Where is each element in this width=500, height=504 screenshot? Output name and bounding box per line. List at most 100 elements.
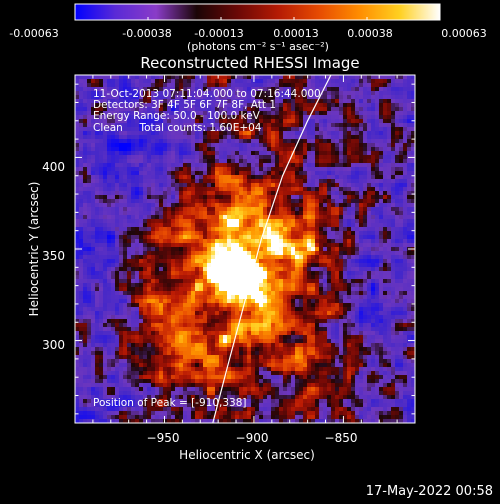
heatmap-cell — [259, 247, 264, 252]
heatmap-cell — [283, 139, 288, 144]
heatmap-cell — [227, 135, 232, 140]
heatmap-cell — [159, 247, 164, 252]
heatmap-cell — [131, 203, 136, 208]
heatmap-cell — [403, 239, 408, 244]
heatmap-cell — [335, 227, 340, 232]
heatmap-cell — [391, 95, 396, 100]
heatmap-cell — [87, 183, 92, 188]
heatmap-cell — [79, 143, 84, 148]
heatmap-cell — [343, 123, 348, 128]
heatmap-cell — [335, 283, 340, 288]
heatmap-cell — [79, 131, 84, 136]
heatmap-cell — [143, 143, 148, 148]
heatmap-cell — [119, 303, 124, 308]
heatmap-cell — [355, 119, 360, 124]
heatmap-cell — [179, 263, 184, 268]
heatmap-cell — [387, 243, 392, 248]
heatmap-cell — [227, 155, 232, 160]
heatmap-cell — [331, 171, 336, 176]
heatmap-cell — [259, 203, 264, 208]
heatmap-cell — [363, 163, 368, 168]
heatmap-cell — [315, 291, 320, 296]
heatmap-cell — [155, 287, 160, 292]
heatmap-cell — [407, 207, 412, 212]
heatmap-cell — [119, 271, 124, 276]
heatmap-cell — [307, 139, 312, 144]
heatmap-cell — [151, 291, 156, 296]
heatmap-cell — [171, 243, 176, 248]
heatmap-cell — [251, 175, 256, 180]
heatmap-cell — [355, 79, 360, 84]
heatmap-cell — [103, 75, 108, 80]
heatmap-cell — [303, 203, 308, 208]
heatmap-cell — [395, 119, 400, 124]
heatmap-cell — [107, 207, 112, 212]
heatmap-cell — [127, 291, 132, 296]
heatmap-cell — [303, 131, 308, 136]
heatmap-cell — [399, 179, 404, 184]
heatmap-cell — [403, 219, 408, 224]
heatmap-cell — [387, 135, 392, 140]
heatmap-cell — [227, 211, 232, 216]
heatmap-cell — [211, 299, 216, 304]
heatmap-cell — [83, 143, 88, 148]
heatmap-cell — [351, 115, 356, 120]
heatmap-cell — [291, 219, 296, 224]
heatmap-cell — [351, 219, 356, 224]
heatmap-cell — [139, 183, 144, 188]
heatmap-cell — [387, 283, 392, 288]
heatmap-cell — [327, 155, 332, 160]
heatmap-cell — [207, 139, 212, 144]
heatmap-cell — [195, 155, 200, 160]
heatmap-cell — [179, 259, 184, 264]
heatmap-cell — [395, 95, 400, 100]
heatmap-cell — [211, 175, 216, 180]
heatmap-cell — [147, 171, 152, 176]
heatmap-cell — [291, 135, 296, 140]
heatmap-cell — [215, 231, 220, 236]
heatmap-cell — [359, 291, 364, 296]
heatmap-cell — [319, 107, 324, 112]
heatmap-cell — [163, 231, 168, 236]
heatmap-cell — [283, 231, 288, 236]
heatmap-cell — [303, 187, 308, 192]
heatmap-cell — [91, 135, 96, 140]
heatmap-cell — [123, 147, 128, 152]
heatmap-cell — [87, 91, 92, 96]
heatmap-cell — [163, 307, 168, 312]
heatmap-cell — [327, 299, 332, 304]
heatmap-cell — [319, 179, 324, 184]
heatmap-cell — [199, 239, 204, 244]
heatmap-cell — [395, 139, 400, 144]
heatmap-cell — [375, 259, 380, 264]
heatmap-cell — [259, 191, 264, 196]
heatmap-cell — [383, 231, 388, 236]
heatmap-cell — [159, 151, 164, 156]
heatmap-cell — [195, 215, 200, 220]
heatmap-cell — [239, 291, 244, 296]
heatmap-cell — [395, 167, 400, 172]
heatmap-cell — [395, 219, 400, 224]
heatmap-cell — [143, 167, 148, 172]
heatmap-cell — [343, 167, 348, 172]
heatmap-cell — [399, 143, 404, 148]
heatmap-cell — [327, 143, 332, 148]
heatmap-cell — [131, 263, 136, 268]
heatmap-cell — [191, 139, 196, 144]
heatmap-cell — [191, 75, 196, 80]
heatmap-cell — [399, 147, 404, 152]
heatmap-cell — [259, 215, 264, 220]
heatmap-cell — [347, 207, 352, 212]
heatmap-cell — [291, 243, 296, 248]
heatmap-cell — [99, 243, 104, 248]
heatmap-cell — [215, 271, 220, 276]
heatmap-cell — [263, 171, 268, 176]
heatmap-cell — [327, 119, 332, 124]
heatmap-cell — [215, 207, 220, 212]
heatmap-cell — [99, 263, 104, 268]
heatmap-cell — [375, 123, 380, 128]
heatmap-cell — [139, 143, 144, 148]
heatmap-cell — [159, 191, 164, 196]
heatmap-cell — [183, 291, 188, 296]
heatmap-cell — [399, 95, 404, 100]
